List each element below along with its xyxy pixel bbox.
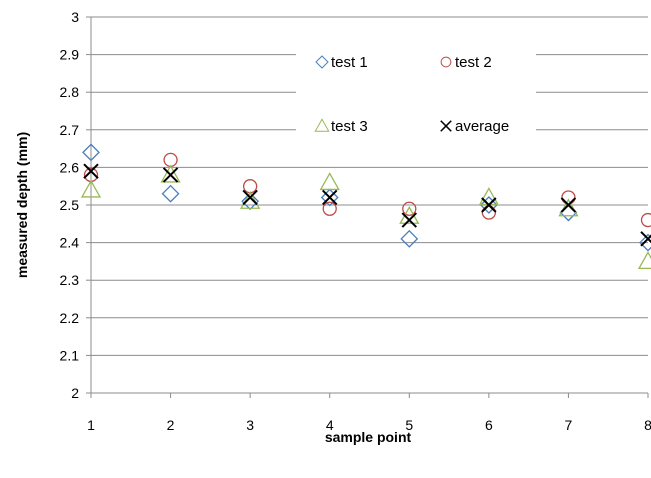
x-tick-label: 2 [167, 417, 175, 433]
point-test-1 [559, 203, 578, 222]
y-tick-label: 2.4 [60, 235, 80, 251]
legend-marker-average [440, 120, 452, 132]
point-test-1 [320, 188, 339, 207]
legend-label-test-1: test 1 [331, 54, 368, 71]
y-tick-label: 2.7 [60, 122, 80, 138]
legend-marker-test-1 [315, 55, 329, 69]
point-test-1 [639, 233, 651, 252]
point-test-1 [479, 196, 498, 214]
legend-label-average: average [455, 118, 509, 135]
y-tick-label: 2.9 [60, 47, 80, 63]
point-average [560, 197, 577, 213]
point-average [640, 231, 651, 247]
legend-label-test-3: test 3 [331, 118, 368, 135]
point-average [162, 167, 179, 183]
y-tick-label: 2.1 [60, 347, 80, 363]
data-points [80, 143, 651, 270]
legend-marker-test-3 [314, 118, 330, 132]
y-axis-title: measured depth (mm) [14, 132, 30, 278]
point-test-3 [160, 164, 181, 183]
x-tick-label: 4 [326, 417, 334, 433]
x-tick-label: 5 [405, 417, 413, 433]
point-average [481, 197, 497, 213]
y-tick-label: 2.8 [60, 84, 80, 100]
point-test-1 [161, 184, 180, 203]
legend-marker-test-2 [440, 56, 452, 68]
point-test-1 [241, 192, 260, 211]
legend-background [296, 46, 536, 148]
point-test-2 [640, 212, 651, 228]
axes [86, 16, 649, 398]
point-test-3 [637, 251, 651, 270]
y-tick-label: 2 [71, 385, 79, 401]
point-test-2 [402, 201, 417, 216]
point-test-1 [82, 143, 100, 162]
point-test-2 [322, 201, 337, 216]
legend[interactable]: test 1 test 2 test 3 average [314, 54, 509, 135]
point-average [83, 163, 99, 179]
y-tick-label: 2.2 [60, 310, 80, 326]
y-tick-label: 2.5 [60, 197, 80, 213]
x-tick-label: 6 [485, 417, 493, 433]
y-tick-label: 3 [71, 9, 79, 25]
point-test-2 [561, 190, 576, 205]
legend-label-test-2: test 2 [455, 54, 492, 71]
tick-labels: 22.12.22.32.42.52.62.72.82.931 2 3 4 5 6 7 8 [60, 9, 651, 433]
x-axis-title: sample point [325, 429, 412, 445]
x-tick-label: 3 [246, 417, 254, 433]
point-test-1 [400, 229, 419, 248]
point-test-3 [319, 172, 340, 191]
x-tick-label: 1 [87, 417, 95, 433]
point-test-2 [163, 152, 178, 168]
x-tick-label: 8 [644, 417, 651, 433]
point-test-3 [80, 179, 102, 198]
point-average [242, 189, 258, 206]
y-tick-label: 2.3 [60, 272, 80, 288]
point-test-3 [558, 198, 579, 217]
point-test-2 [242, 179, 258, 194]
x-tick-label: 7 [565, 417, 573, 433]
point-average [322, 189, 338, 206]
y-tick-label: 2.6 [60, 159, 80, 175]
point-average [401, 212, 417, 228]
point-test-3 [240, 190, 261, 209]
